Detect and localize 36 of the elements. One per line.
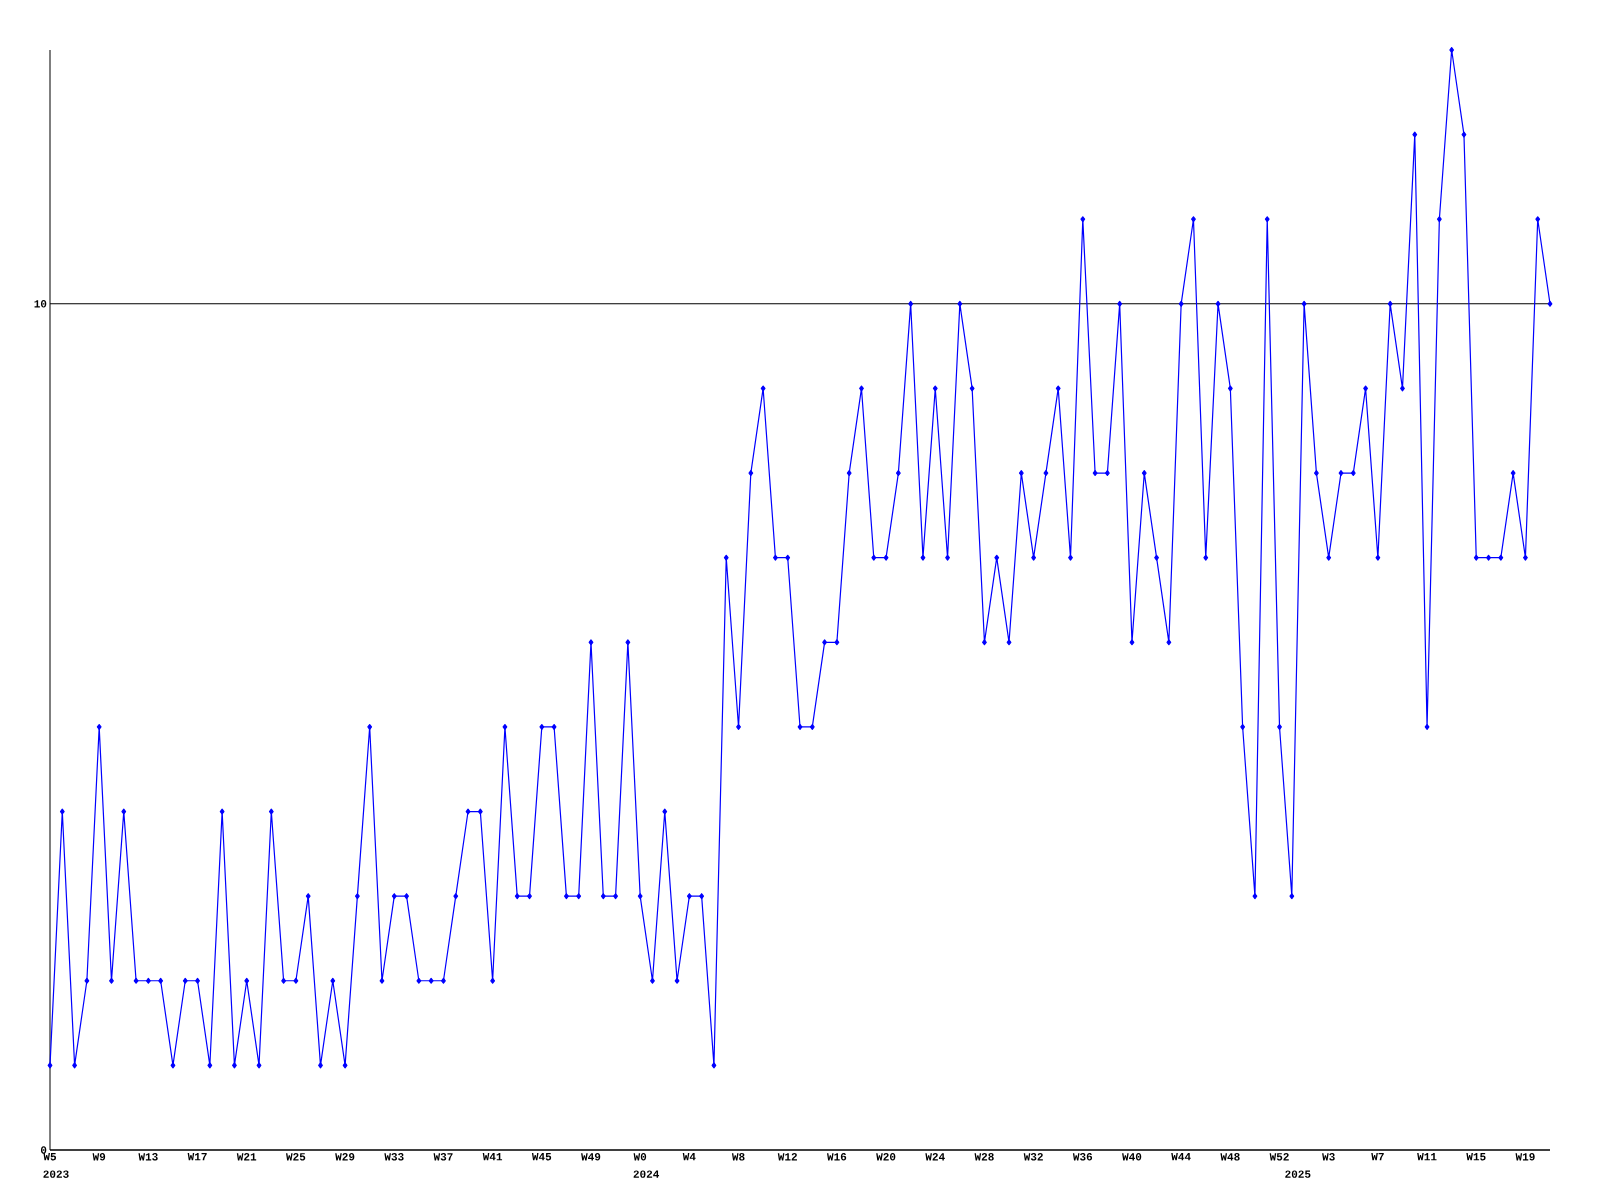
x-tick-label: W4 xyxy=(682,1153,696,1161)
x-tick-label: W36 xyxy=(1072,1153,1093,1161)
x-tick-label: W16 xyxy=(826,1153,847,1161)
x-tick-label: W28 xyxy=(974,1153,994,1161)
x-tick-label: W44 xyxy=(1171,1153,1191,1161)
y-tick-label: 10 xyxy=(34,300,47,308)
x-tick-label: W19 xyxy=(1515,1153,1535,1161)
x-tick-label: W37 xyxy=(433,1153,453,1161)
x-tick-label: W5 xyxy=(43,1153,57,1161)
x-tick-label: W45 xyxy=(531,1153,552,1161)
x-tick-label: W0 xyxy=(633,1153,647,1161)
text: 2024 xyxy=(633,1170,660,1178)
x-tick-label: W17 xyxy=(187,1153,207,1161)
y-tick-label: 0 xyxy=(40,1146,47,1154)
x-tick-label: W7 xyxy=(1371,1153,1384,1161)
x-tick-label: W3 xyxy=(1322,1153,1335,1161)
x-tick-label: W32 xyxy=(1023,1153,1043,1161)
x-tick-label: W49 xyxy=(581,1153,601,1161)
x-tick-label: W48 xyxy=(1220,1153,1240,1161)
text: 2025 xyxy=(1285,1170,1311,1178)
x-tick-label: W41 xyxy=(482,1153,503,1161)
x-tick-label: W40 xyxy=(1122,1153,1142,1161)
x-tick-label: W24 xyxy=(925,1153,945,1161)
x-tick-label: W15 xyxy=(1466,1153,1486,1161)
x-tick-label: W13 xyxy=(138,1153,158,1161)
text: 2023 xyxy=(43,1170,69,1178)
x-tick-label: W33 xyxy=(384,1153,404,1161)
x-tick-label: W8 xyxy=(731,1153,745,1161)
x-tick-label: W9 xyxy=(92,1153,106,1161)
x-tick-label: W25 xyxy=(286,1153,306,1161)
x-tick-label: W52 xyxy=(1269,1153,1289,1161)
x-tick-label: W12 xyxy=(777,1153,797,1161)
x-tick-label: W29 xyxy=(335,1153,355,1161)
x-tick-label: W20 xyxy=(876,1153,896,1161)
x-tick-label: W11 xyxy=(1417,1153,1437,1161)
x-tick-label: W21 xyxy=(236,1153,257,1161)
